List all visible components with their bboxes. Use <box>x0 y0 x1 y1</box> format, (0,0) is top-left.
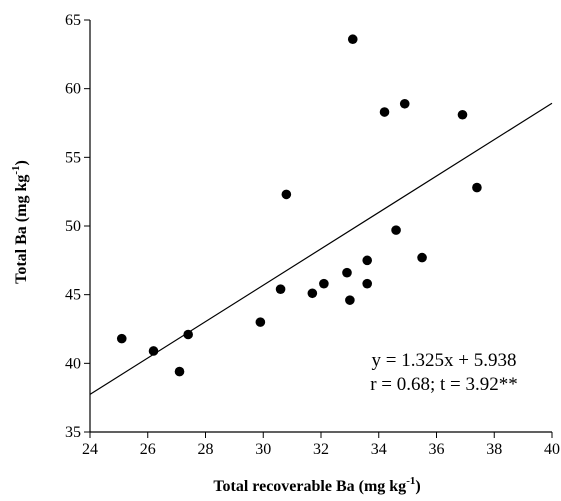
data-point <box>472 182 482 193</box>
regression-equation: y = 1.325x + 5.938 <box>372 350 517 371</box>
data-point <box>362 255 373 266</box>
data-point <box>347 34 358 45</box>
x-tick-label: 36 <box>429 441 445 458</box>
x-tick-label: 40 <box>544 441 560 458</box>
x-tick-label: 32 <box>313 441 329 458</box>
data-point <box>362 278 373 289</box>
x-tick-label: 24 <box>82 441 98 458</box>
data-point <box>342 267 352 278</box>
data-point <box>345 295 355 305</box>
y-tick-label: 45 <box>65 287 81 304</box>
y-tick-label: 40 <box>65 355 81 372</box>
x-tick-label: 28 <box>198 441 214 458</box>
data-point <box>307 288 318 299</box>
x-axis-title: Total recoverable Ba (mg kg-1) <box>213 475 420 495</box>
ticks: 24 26 28 30 32 34 36 38 40 35 40 45 50 55 60 65 <box>65 12 560 458</box>
data-point <box>391 225 401 235</box>
data-point <box>457 109 468 120</box>
x-tick-label: 34 <box>371 441 387 458</box>
data-point <box>417 252 427 263</box>
y-tick-label: 60 <box>65 81 81 98</box>
data-point <box>255 317 266 327</box>
data-point <box>148 346 159 356</box>
y-tick-label: 50 <box>65 218 81 235</box>
y-tick-label: 35 <box>65 424 81 441</box>
data-point <box>183 329 193 340</box>
y-tick-label: 55 <box>65 149 81 166</box>
data-point <box>399 98 410 109</box>
data-point <box>379 107 390 117</box>
data-point <box>281 189 292 200</box>
regression-line <box>89 102 553 395</box>
data-point <box>116 333 127 344</box>
x-tick-label: 26 <box>140 441 156 458</box>
data-point <box>174 366 185 377</box>
regression-stats: r = 0.68; t = 3.92** <box>370 374 518 395</box>
y-tick-label: 65 <box>65 12 81 29</box>
x-tick-label: 30 <box>255 441 271 458</box>
data-point <box>319 278 329 289</box>
x-tick-label: 38 <box>486 441 502 458</box>
y-axis-title: Total Ba (mg kg-1) <box>10 160 30 284</box>
data-point <box>275 284 286 294</box>
data-points <box>116 34 482 377</box>
